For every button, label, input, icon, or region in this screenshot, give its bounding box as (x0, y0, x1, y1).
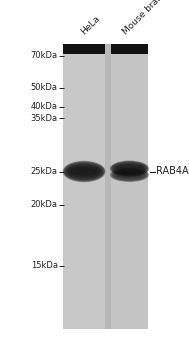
Ellipse shape (117, 173, 142, 177)
Ellipse shape (65, 163, 103, 180)
Ellipse shape (116, 166, 143, 172)
Ellipse shape (112, 162, 147, 175)
Ellipse shape (71, 169, 97, 174)
Ellipse shape (112, 169, 147, 181)
Ellipse shape (66, 164, 102, 179)
Ellipse shape (67, 165, 101, 178)
Text: 40kDa: 40kDa (31, 102, 58, 111)
Text: 50kDa: 50kDa (31, 83, 58, 92)
Text: 20kDa: 20kDa (31, 200, 58, 209)
Bar (111, 44, 148, 329)
Text: RAB4A: RAB4A (156, 167, 189, 176)
Ellipse shape (118, 167, 141, 170)
Ellipse shape (113, 163, 146, 174)
Ellipse shape (115, 165, 144, 173)
Text: 15kDa: 15kDa (31, 261, 58, 271)
Ellipse shape (111, 168, 148, 181)
Ellipse shape (115, 164, 144, 173)
Ellipse shape (111, 162, 148, 176)
Ellipse shape (68, 166, 100, 177)
Ellipse shape (70, 168, 98, 175)
Ellipse shape (64, 162, 104, 181)
Bar (63, 44, 148, 329)
Ellipse shape (71, 169, 98, 174)
Text: HeLa: HeLa (79, 14, 102, 37)
Ellipse shape (114, 171, 145, 179)
Text: 25kDa: 25kDa (31, 167, 58, 176)
Ellipse shape (63, 161, 105, 182)
Ellipse shape (115, 172, 144, 178)
Ellipse shape (112, 170, 146, 180)
Bar (63, 44, 105, 54)
Ellipse shape (66, 163, 103, 180)
Text: Mouse brain: Mouse brain (121, 0, 166, 37)
Ellipse shape (116, 172, 143, 177)
Ellipse shape (69, 167, 99, 176)
Ellipse shape (114, 164, 145, 174)
Ellipse shape (111, 161, 148, 176)
Text: 70kDa: 70kDa (30, 51, 58, 61)
Ellipse shape (117, 166, 142, 171)
Ellipse shape (69, 167, 100, 176)
Text: 35kDa: 35kDa (30, 114, 58, 123)
Bar (111, 44, 148, 54)
Bar (63, 44, 105, 329)
Ellipse shape (113, 170, 146, 180)
